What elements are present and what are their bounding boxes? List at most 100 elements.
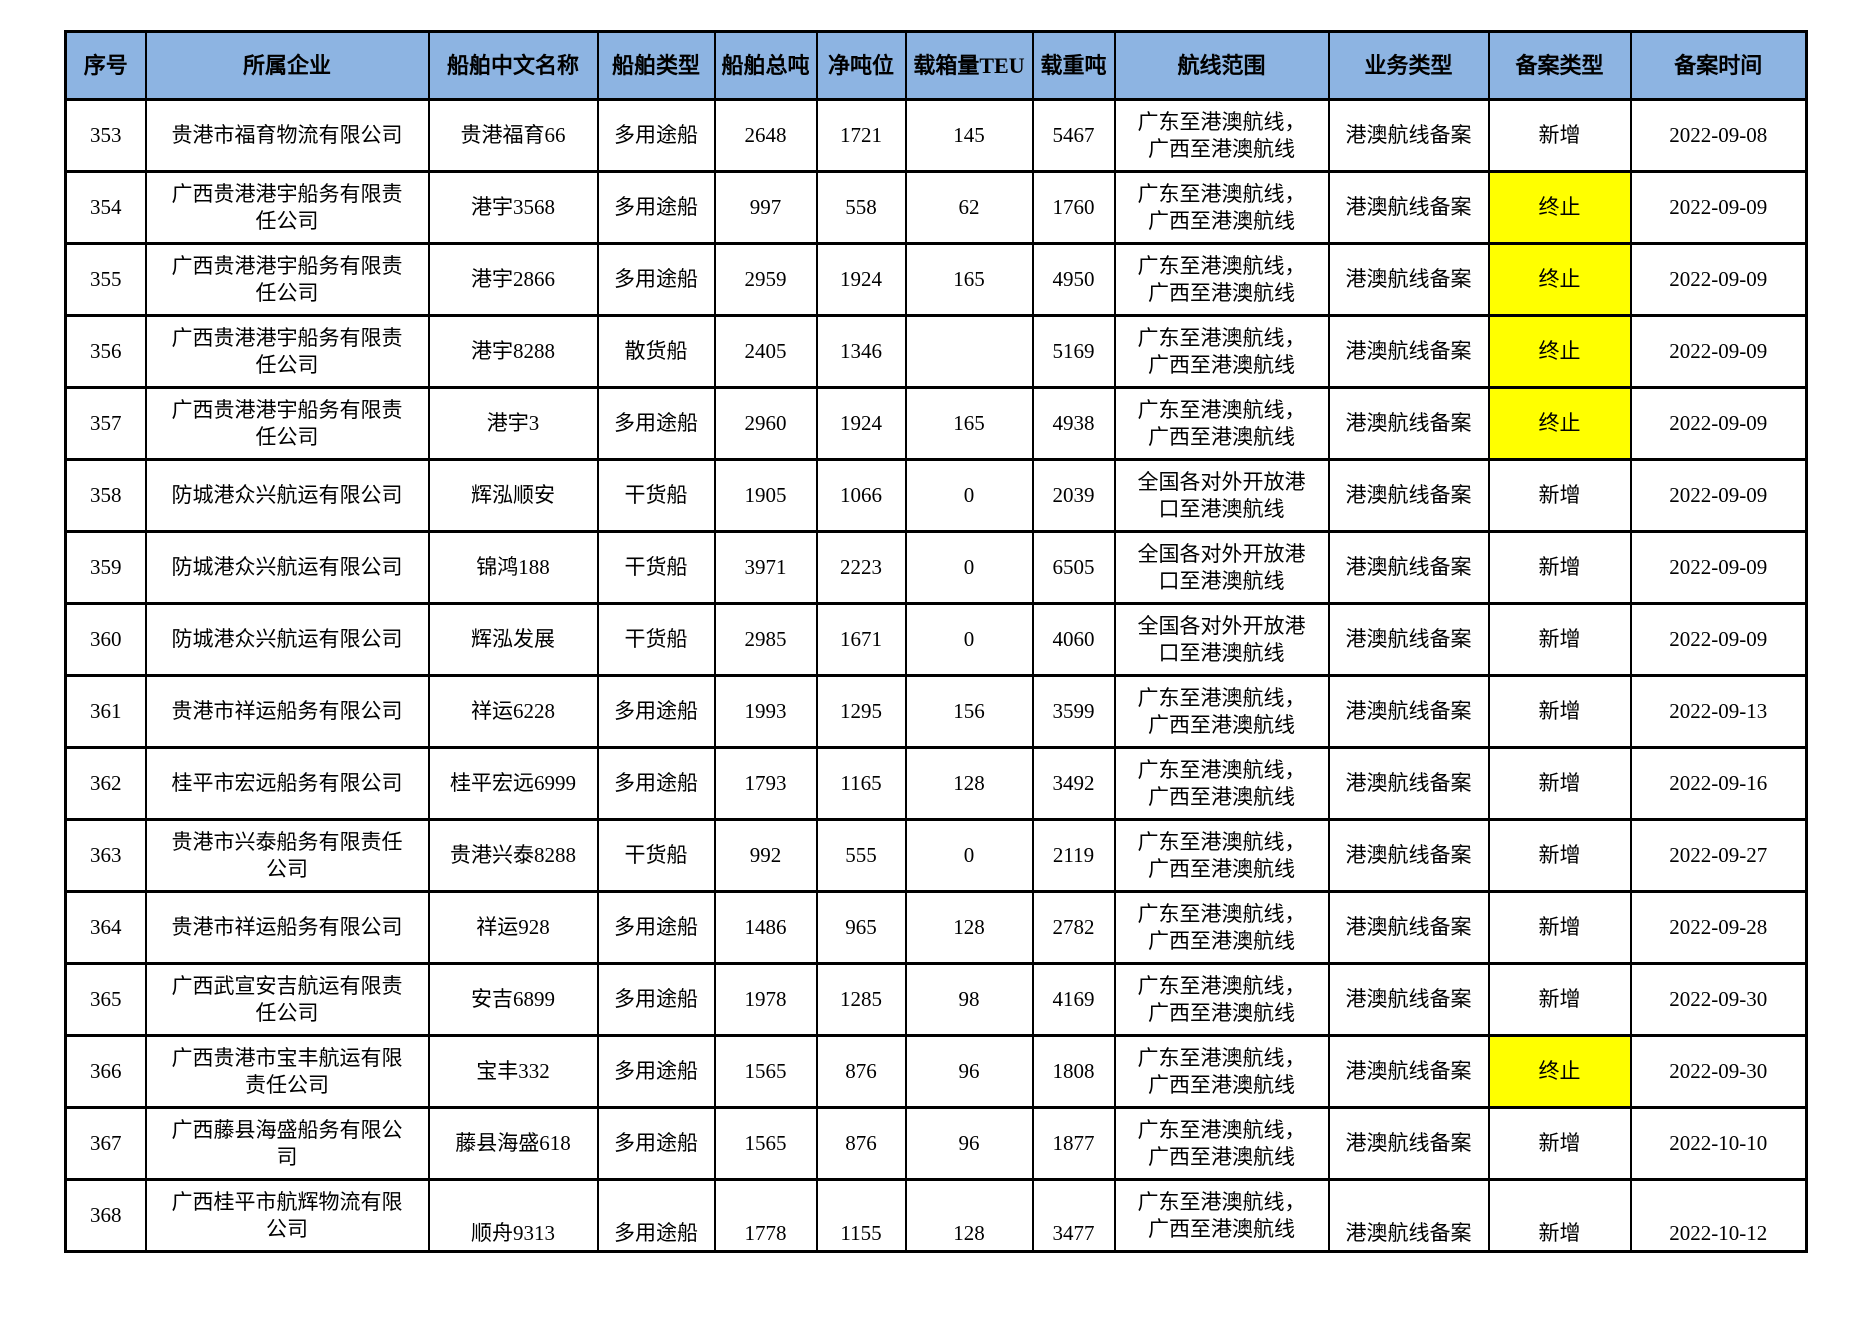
cell-deadweight: 4938 [1031,386,1116,461]
cell-gross_tonnage: 1905 [713,458,818,533]
cell-company: 防城港众兴航运有限公司 [144,602,430,677]
table-row: 355 广西贵港港宇船务有限责任公司 港宇2866 多用途船 2959 1924 165 49… [64,242,1808,317]
cell-business_type: 港澳航线备案 [1327,1106,1490,1181]
cell-gross_tonnage: 1993 [713,674,818,749]
cell-route: 全国各对外开放港口至港澳航线 [1113,458,1330,533]
cell-ship_name: 祥运6228 [427,674,599,749]
cell-net_tonnage: 1066 [815,458,907,533]
cell-teu: 96 [904,1034,1034,1109]
cell-filing_type: 终止 [1487,386,1632,461]
cell-route: 广东至港澳航线，广西至港澳航线 [1113,170,1330,245]
cell-ship_type: 多用途船 [596,1178,716,1253]
cell-teu: 156 [904,674,1034,749]
cell-gross_tonnage: 2648 [713,98,818,173]
table-row: 361 贵港市祥运船务有限公司 祥运6228 多用途船 1993 1295 156 3599 广… [64,674,1808,749]
cell-net_tonnage: 1721 [815,98,907,173]
cell-net_tonnage: 1165 [815,746,907,821]
column-header-net_tonnage: 净吨位 [815,30,907,101]
cell-seq: 365 [64,962,147,1037]
table-row: 362 桂平市宏远船务有限公司 桂平宏远6999 多用途船 1793 1165 128 349… [64,746,1808,821]
cell-net_tonnage: 2223 [815,530,907,605]
cell-business_type: 港澳航线备案 [1327,98,1490,173]
cell-deadweight: 4950 [1031,242,1116,317]
cell-filing_date: 2022-10-12 [1629,1178,1808,1253]
ship-filing-sheet: 序号 所属企业 船舶中文名称 船舶类型 船舶总吨 净吨位 载箱量TEU 载重吨 航线范围 业务类型… [64,30,1808,1253]
table-row: 360 防城港众兴航运有限公司 辉泓发展 干货船 2985 1671 0 4060 全国各对外开… [64,602,1808,677]
cell-route: 全国各对外开放港口至港澳航线 [1113,602,1330,677]
cell-teu: 128 [904,1178,1034,1253]
cell-business_type: 港澳航线备案 [1327,170,1490,245]
cell-filing_type: 新增 [1487,98,1632,173]
cell-teu: 165 [904,242,1034,317]
cell-company: 贵港市祥运船务有限公司 [144,890,430,965]
column-header-route: 航线范围 [1113,30,1330,101]
cell-company: 广西贵港港宇船务有限责任公司 [144,314,430,389]
table-row: 357 广西贵港港宇船务有限责任公司 港宇3 多用途船 2960 1924 165 4938 广… [64,386,1808,461]
cell-filing_type: 终止 [1487,170,1632,245]
cell-ship_type: 多用途船 [596,1106,716,1181]
cell-ship_name: 锦鸿188 [427,530,599,605]
cell-teu [904,314,1034,389]
cell-filing_type: 终止 [1487,314,1632,389]
column-header-deadweight: 载重吨 [1031,30,1116,101]
column-header-filing_date: 备案时间 [1629,30,1808,101]
cell-net_tonnage: 1155 [815,1178,907,1253]
cell-deadweight: 1760 [1031,170,1116,245]
cell-business_type: 港澳航线备案 [1327,674,1490,749]
cell-company: 贵港市兴泰船务有限责任公司 [144,818,430,893]
cell-seq: 353 [64,98,147,173]
cell-company: 贵港市福育物流有限公司 [144,98,430,173]
cell-business_type: 港澳航线备案 [1327,314,1490,389]
cell-ship_type: 多用途船 [596,242,716,317]
cell-seq: 358 [64,458,147,533]
column-header-teu: 载箱量TEU [904,30,1034,101]
cell-company: 广西藤县海盛船务有限公司 [144,1106,430,1181]
cell-ship_name: 港宇8288 [427,314,599,389]
cell-route: 广东至港澳航线，广西至港澳航线 [1113,314,1330,389]
cell-filing_date: 2022-09-13 [1629,674,1808,749]
cell-net_tonnage: 1285 [815,962,907,1037]
cell-business_type: 港澳航线备案 [1327,530,1490,605]
cell-seq: 361 [64,674,147,749]
column-header-gross_tonnage: 船舶总吨 [713,30,818,101]
cell-filing_date: 2022-09-16 [1629,746,1808,821]
cell-business_type: 港澳航线备案 [1327,602,1490,677]
cell-ship_type: 干货船 [596,602,716,677]
cell-route: 广东至港澳航线，广西至港澳航线 [1113,242,1330,317]
cell-filing_date: 2022-09-09 [1629,530,1808,605]
cell-net_tonnage: 1671 [815,602,907,677]
cell-ship_type: 多用途船 [596,170,716,245]
cell-route: 广东至港澳航线，广西至港澳航线 [1113,890,1330,965]
column-header-ship_name: 船舶中文名称 [427,30,599,101]
cell-company: 广西贵港市宝丰航运有限责任公司 [144,1034,430,1109]
cell-filing_type: 新增 [1487,1178,1632,1253]
cell-ship_name: 辉泓发展 [427,602,599,677]
table-row: 353 贵港市福育物流有限公司 贵港福育66 多用途船 2648 1721 145 5467 广… [64,98,1808,173]
cell-company: 防城港众兴航运有限公司 [144,530,430,605]
cell-ship_type: 多用途船 [596,1034,716,1109]
table-row: 354 广西贵港港宇船务有限责任公司 港宇3568 多用途船 997 558 62 1760 广… [64,170,1808,245]
cell-filing_type: 新增 [1487,1106,1632,1181]
cell-seq: 362 [64,746,147,821]
cell-seq: 360 [64,602,147,677]
cell-ship_name: 祥运928 [427,890,599,965]
cell-ship_name: 顺舟9313 [427,1178,599,1253]
table-row: 356 广西贵港港宇船务有限责任公司 港宇8288 散货船 2405 1346 5169 广东… [64,314,1808,389]
cell-deadweight: 4060 [1031,602,1116,677]
cell-teu: 128 [904,746,1034,821]
table-row: 366 广西贵港市宝丰航运有限责任公司 宝丰332 多用途船 1565 876 96 1808… [64,1034,1808,1109]
cell-teu: 62 [904,170,1034,245]
cell-business_type: 港澳航线备案 [1327,818,1490,893]
cell-ship_type: 散货船 [596,314,716,389]
cell-gross_tonnage: 2985 [713,602,818,677]
cell-gross_tonnage: 2405 [713,314,818,389]
cell-teu: 0 [904,602,1034,677]
cell-business_type: 港澳航线备案 [1327,386,1490,461]
cell-route: 广东至港澳航线，广西至港澳航线 [1113,1178,1330,1253]
cell-filing_type: 新增 [1487,962,1632,1037]
cell-gross_tonnage: 1778 [713,1178,818,1253]
cell-deadweight: 2782 [1031,890,1116,965]
column-header-company: 所属企业 [144,30,430,101]
cell-route: 广东至港澳航线，广西至港澳航线 [1113,1034,1330,1109]
cell-seq: 355 [64,242,147,317]
